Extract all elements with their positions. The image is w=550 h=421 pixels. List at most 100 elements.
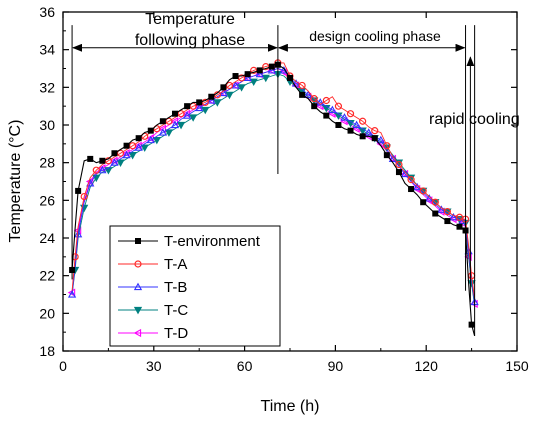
y-tick-label: 18 <box>39 343 55 359</box>
data-point-t-b <box>67 290 77 298</box>
legend-label-t-b: T-B <box>164 279 187 296</box>
data-point-t-environment <box>311 103 318 110</box>
data-point-t-c <box>140 144 149 152</box>
data-point-t-a <box>165 117 173 125</box>
legend: T-environment T-A T-B T-C T-D <box>109 225 281 347</box>
data-point-t-b <box>110 158 119 166</box>
data-point-t-environment <box>359 133 366 140</box>
data-point-t-b <box>437 205 446 213</box>
data-point-t-b <box>458 216 467 225</box>
legend-marker-t-c <box>133 306 143 315</box>
data-point-t-c <box>189 114 198 122</box>
data-point-t-environment <box>256 67 263 74</box>
legend-marker-t-a <box>134 260 142 268</box>
data-point-t-b <box>291 79 301 87</box>
data-point-t-environment <box>347 127 354 134</box>
data-point-t-a <box>431 198 439 206</box>
data-point-t-a <box>359 117 367 125</box>
data-point-t-c <box>164 129 174 137</box>
data-point-t-c <box>213 99 222 107</box>
data-point-t-b <box>122 150 131 159</box>
data-point-t-c <box>201 106 210 115</box>
data-point-t-b <box>376 135 385 144</box>
data-point-t-environment <box>323 112 330 119</box>
data-point-t-a <box>395 160 403 169</box>
x-tick-label: 30 <box>146 358 162 374</box>
data-point-t-b <box>364 128 373 136</box>
data-point-t-c <box>152 136 161 145</box>
data-point-t-c <box>249 78 258 87</box>
data-point-t-a <box>322 96 330 105</box>
y-axis-ticks: 18 20 22 24 26 28 30 32 34 36 <box>39 4 517 359</box>
data-point-t-b <box>231 81 240 89</box>
data-point-t-a <box>237 74 246 82</box>
data-point-t-a <box>419 187 427 195</box>
y-tick-label: 28 <box>39 155 55 171</box>
data-point-t-c <box>225 91 234 100</box>
data-point-t-b <box>170 120 180 129</box>
legend-label-t-c: T-C <box>164 302 188 319</box>
y-tick-label: 36 <box>39 4 55 20</box>
data-point-t-environment <box>196 99 203 106</box>
data-point-t-a <box>298 81 306 90</box>
data-point-t-environment <box>395 169 402 176</box>
data-point-t-a <box>92 166 100 174</box>
data-point-t-environment <box>123 142 130 149</box>
data-point-t-a <box>189 102 197 110</box>
legend-box <box>109 225 281 347</box>
data-point-t-a <box>310 95 318 103</box>
y-tick-label: 32 <box>39 79 55 95</box>
data-point-t-a <box>153 125 161 133</box>
data-point-t-environment <box>147 127 154 134</box>
data-point-t-environment <box>171 110 178 117</box>
y-tick-label: 34 <box>39 42 55 58</box>
data-point-t-b <box>219 88 228 97</box>
phase2-label: design cooling phase <box>309 28 441 44</box>
data-point-t-b <box>134 143 143 151</box>
x-tick-label: 90 <box>328 358 344 374</box>
legend-marker-t-environment <box>135 238 141 244</box>
data-point-t-b <box>304 90 313 98</box>
data-point-t-environment <box>99 157 106 164</box>
data-point-t-b <box>73 229 83 238</box>
data-point-t-a <box>104 157 113 165</box>
data-point-t-a <box>177 110 185 118</box>
data-point-t-environment <box>220 84 227 91</box>
x-axis-title: Time (h) <box>261 398 320 415</box>
phase1-label-line2: following phase <box>135 32 245 49</box>
data-point-t-b <box>182 111 192 119</box>
data-point-t-environment <box>408 186 415 193</box>
data-point-t-environment <box>383 152 390 159</box>
data-point-t-c <box>176 121 186 130</box>
data-point-t-b <box>243 73 252 82</box>
y-tick-label: 30 <box>39 117 55 133</box>
data-point-t-a <box>262 63 270 71</box>
data-point-t-a <box>225 81 234 90</box>
series-layer <box>67 59 479 337</box>
data-point-t-environment <box>420 199 427 206</box>
legend-label-t-d: T-D <box>164 325 188 342</box>
x-tick-label: 60 <box>237 358 253 374</box>
y-tick-label: 22 <box>39 268 55 284</box>
data-point-t-environment <box>371 135 378 142</box>
data-point-t-a <box>141 132 149 140</box>
x-axis-ticks: 0 30 60 90 120 150 <box>59 12 529 374</box>
data-point-t-b <box>195 103 204 112</box>
data-point-t-b <box>340 113 349 121</box>
data-point-t-environment <box>432 210 439 217</box>
data-point-t-a <box>129 142 137 150</box>
legend-label-t-environment: T-environment <box>164 233 261 250</box>
data-point-t-a <box>116 149 125 157</box>
data-point-t-b <box>98 165 107 174</box>
data-point-t-a <box>371 127 379 135</box>
data-point-t-environment <box>135 135 142 142</box>
data-point-t-a <box>407 176 415 184</box>
legend-marker-t-d <box>133 328 142 338</box>
data-point-t-c <box>128 152 137 160</box>
data-point-t-environment <box>287 74 293 81</box>
phase3-label: rapid cooling <box>429 111 520 128</box>
data-point-t-environment <box>456 223 463 230</box>
data-point-t-b <box>328 105 337 114</box>
data-point-t-a <box>250 66 258 74</box>
